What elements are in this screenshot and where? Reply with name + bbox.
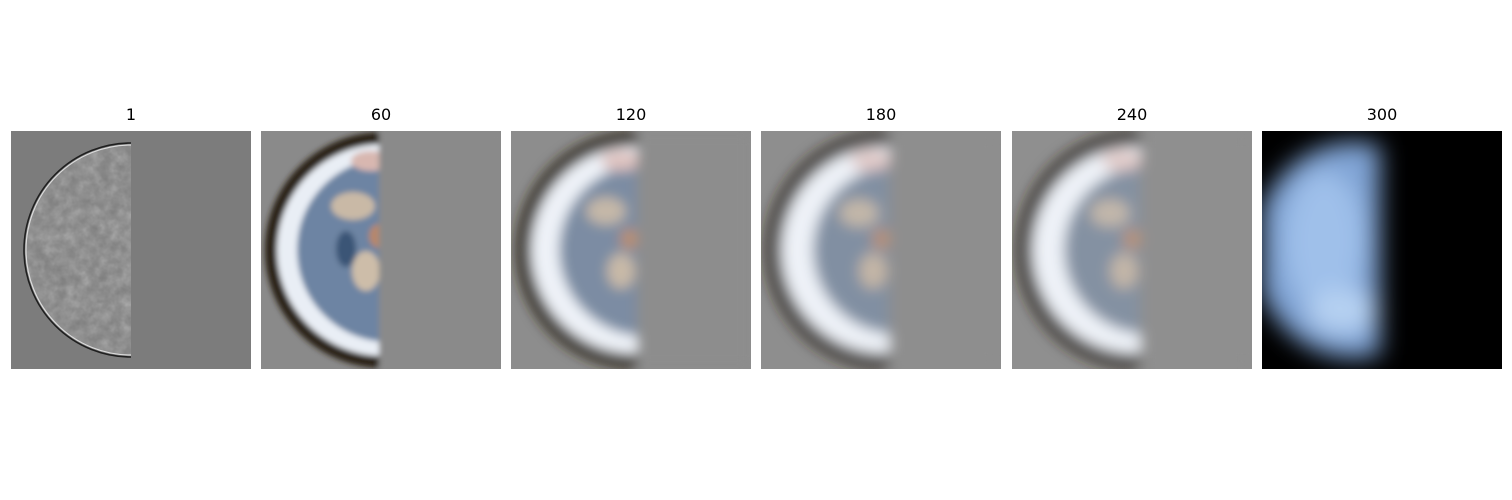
panel-120: 120	[511, 104, 751, 369]
panel-title: 120	[615, 105, 647, 124]
panel-60: 60	[261, 104, 501, 369]
panel-title: 180	[865, 105, 897, 124]
panel-image	[1012, 131, 1252, 369]
panel-title: 1	[125, 105, 137, 124]
panel-title: 300	[1366, 105, 1398, 124]
panel-image	[761, 131, 1001, 369]
panel-240: 240	[1012, 104, 1252, 369]
panel-image	[511, 131, 751, 369]
panel-title: 240	[1116, 105, 1148, 124]
panel-title: 60	[370, 105, 392, 124]
panel-1: 1	[11, 104, 251, 369]
panel-image	[261, 131, 501, 369]
panel-300: 300	[1262, 104, 1502, 369]
panel-image	[11, 131, 251, 369]
panel-180: 180	[761, 104, 1001, 369]
panel-image	[1262, 131, 1502, 369]
